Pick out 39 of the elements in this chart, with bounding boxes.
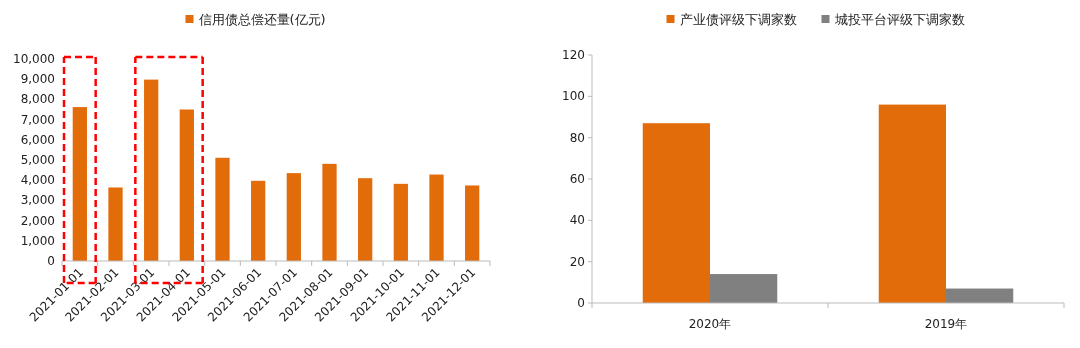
y-tick-label: 0 (47, 254, 55, 268)
bar (286, 173, 301, 261)
y-tick-label: 60 (569, 172, 585, 186)
y-tick-label: 9,000 (20, 72, 55, 87)
bar (179, 109, 194, 261)
bar (108, 187, 123, 261)
y-tick-label: 3,000 (20, 193, 55, 208)
bar (251, 180, 266, 261)
y-tick-label: 8,000 (20, 92, 55, 107)
y-tick-label: 100 (562, 89, 585, 104)
legend-label: 信用债总偿还量(亿元) (198, 12, 326, 27)
bar (215, 157, 230, 261)
y-tick-label: 40 (569, 213, 585, 228)
y-tick-label: 6,000 (20, 132, 55, 147)
y-tick-label: 120 (562, 48, 585, 62)
bar (144, 79, 159, 261)
y-tick-label: 10,000 (13, 52, 55, 66)
bar (393, 183, 408, 261)
bar (72, 107, 87, 261)
bar (878, 104, 946, 303)
legend-label: 产业债评级下调家数 (679, 12, 797, 27)
bar (642, 123, 710, 303)
bar (946, 288, 1014, 303)
y-tick-label: 2,000 (20, 213, 55, 228)
y-tick-label: 1,000 (20, 233, 55, 248)
bar (358, 178, 373, 261)
y-tick-label: 5,000 (20, 153, 55, 167)
legend-label: 城投平台评级下调家数 (833, 12, 965, 27)
bar (710, 274, 778, 303)
bar (322, 163, 337, 261)
y-tick-label: 20 (569, 254, 585, 269)
bar (465, 185, 480, 261)
bar (429, 174, 444, 261)
x-tick-label: 2019年 (924, 317, 968, 331)
x-tick-label: 2020年 (688, 317, 732, 331)
y-tick-label: 4,000 (20, 173, 55, 188)
y-tick-label: 0 (577, 296, 585, 310)
y-tick-label: 80 (569, 130, 585, 145)
y-tick-label: 7,000 (20, 112, 55, 127)
